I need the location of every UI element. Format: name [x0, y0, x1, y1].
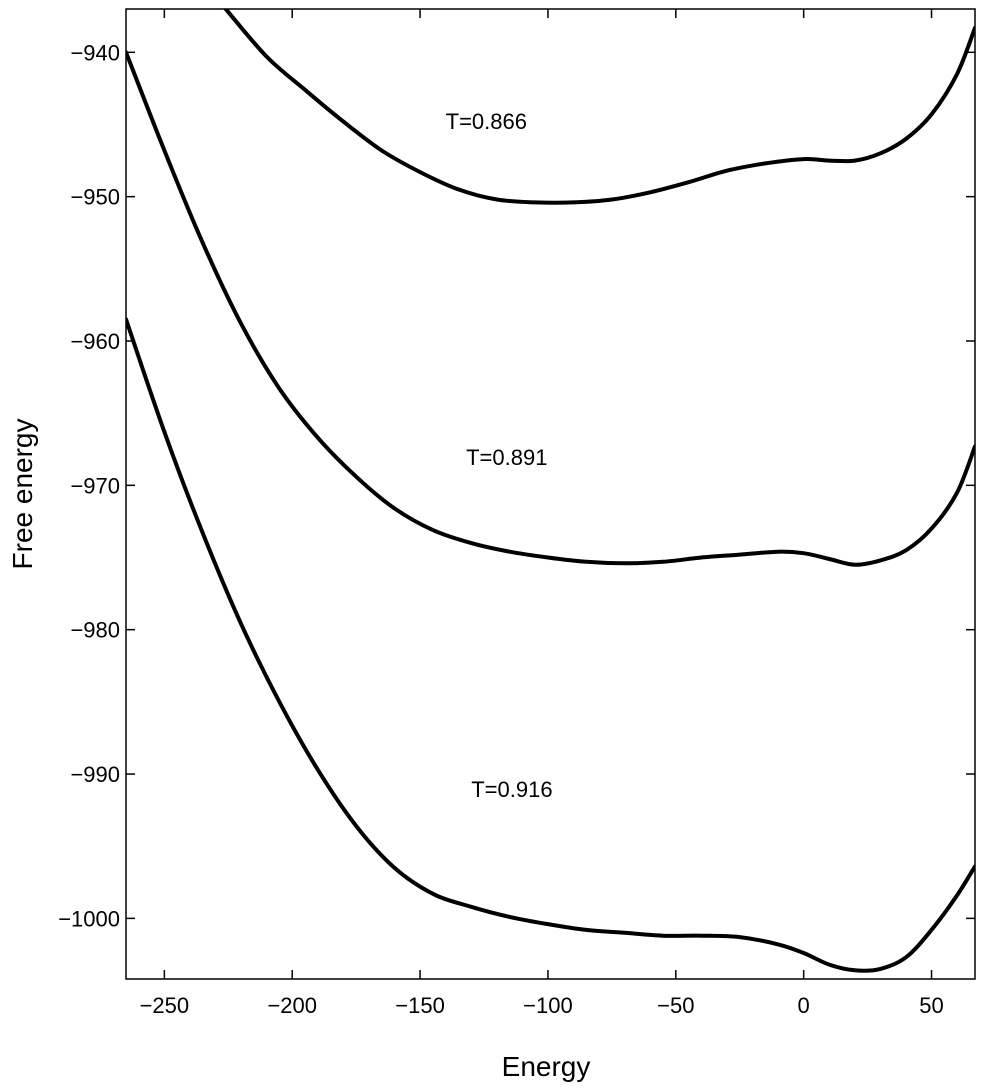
y-tick-label: −1000	[58, 906, 120, 931]
series-layer	[126, 9, 975, 973]
x-tick-label: 50	[919, 993, 943, 1018]
plot-area	[125, 8, 976, 980]
x-axis-title: Energy	[502, 1051, 591, 1082]
x-tick-label: −50	[657, 993, 694, 1018]
series-line-2	[126, 50, 975, 567]
series-line-1	[223, 9, 975, 205]
x-tick-label: 0	[798, 993, 810, 1018]
x-tick-label: −200	[267, 993, 317, 1018]
y-tick-label: −990	[70, 762, 120, 787]
x-tick-label: −150	[395, 993, 445, 1018]
series-annotation-3: T=0.916	[471, 777, 552, 802]
series-line-3	[126, 317, 975, 973]
y-tick-label: −940	[70, 40, 120, 65]
y-tick-label: −980	[70, 618, 120, 643]
y-tick-label: −950	[70, 185, 120, 210]
axis-ticks: −250 −200 −150 −100 −50 0 50 −940 −950 −960 −970 −9…	[58, 9, 975, 1018]
y-tick-label: −970	[70, 473, 120, 498]
y-tick-label: −960	[70, 329, 120, 354]
series-annotation-1: T=0.866	[446, 109, 527, 134]
series-annotation-2: T=0.891	[466, 445, 547, 470]
x-tick-label: −100	[523, 993, 573, 1018]
x-tick-label: −250	[140, 993, 190, 1018]
annotation-layer: T=0.866 T=0.891 T=0.916	[446, 109, 553, 802]
y-axis-title: Free energy	[7, 419, 38, 570]
